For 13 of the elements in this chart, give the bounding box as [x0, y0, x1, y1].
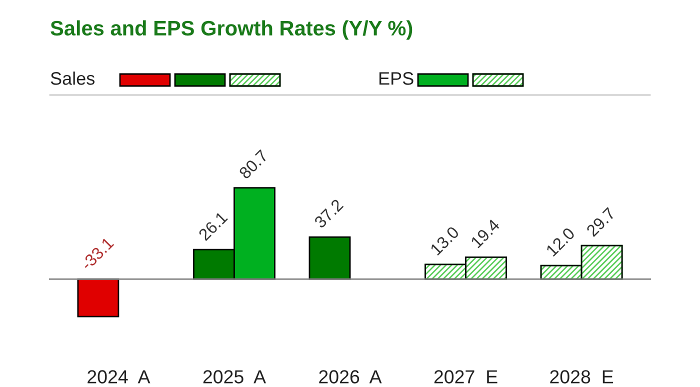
data-label: 12.0: [546, 226, 576, 257]
legend-label: Sales: [50, 72, 95, 85]
legend-label: EPS: [379, 72, 414, 85]
x-tick-label: 2028 E: [550, 370, 614, 384]
x-tick-label: 2025 A: [203, 370, 266, 384]
x-tick-label: 2024 A: [88, 370, 150, 384]
data-label: 37.2: [314, 198, 344, 229]
chart-title: Sales and EPS Growth Rates (Y/Y %): [50, 20, 412, 40]
x-tick-label: 2027 E: [434, 370, 498, 384]
bar: [77, 278, 120, 318]
x-tick-label: 2026 A: [319, 370, 382, 384]
bar: [308, 236, 351, 280]
data-label: 26.1: [198, 211, 228, 242]
